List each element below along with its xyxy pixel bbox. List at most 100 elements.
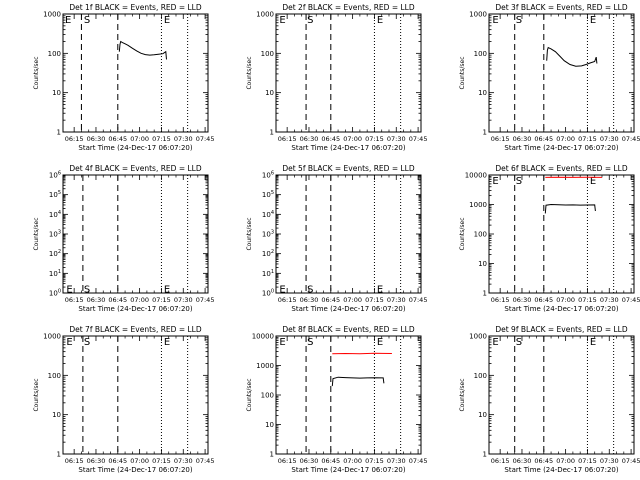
end-marker-label: E (377, 15, 383, 26)
x-tick-label: 07:00 (130, 296, 149, 304)
x-tick-label: 07:45 (409, 296, 428, 304)
end-marker-label: E (66, 337, 72, 348)
x-axis-label: Start Time (24-Dec-17 06:07:20) (78, 305, 192, 313)
x-tick-label: 07:30 (387, 135, 406, 143)
y-tick-label: 101 (262, 269, 274, 278)
y-tick-label: 104 (49, 210, 61, 219)
y-tick-label: 1000 (256, 11, 274, 19)
y-tick-label: 100 (49, 289, 61, 298)
x-tick-label: 06:30 (300, 135, 319, 143)
plot-frame (62, 174, 209, 294)
x-tick-label: 07:30 (387, 457, 406, 465)
x-tick-label: 07:45 (622, 135, 640, 143)
x-tick-label: 06:30 (300, 457, 319, 465)
panel-title: Det 4f BLACK = Events, RED = LLD (69, 164, 202, 173)
end-marker-label: E (279, 285, 285, 296)
x-tick-label: 07:30 (174, 296, 193, 304)
x-tick-label: 07:15 (365, 457, 384, 465)
start-marker-label: S (307, 337, 313, 348)
y-axis-label: Counts/sec (459, 56, 466, 89)
y-tick-label: 10 (265, 89, 274, 97)
y-tick-label: 10 (52, 411, 61, 419)
x-axis-label: Start Time (24-Dec-17 06:07:20) (291, 305, 405, 313)
x-tick-label: 06:45 (534, 135, 553, 143)
events-series-line (546, 46, 598, 67)
x-tick-label: 07:00 (343, 457, 362, 465)
start-marker-label: S (307, 285, 313, 296)
x-tick-label: 06:15 (491, 296, 510, 304)
end-marker-label: E (377, 285, 383, 296)
x-axis-label: Start Time (24-Dec-17 06:07:20) (291, 466, 405, 474)
x-tick-label: 06:15 (65, 135, 84, 143)
y-axis-label: Counts/sec (33, 378, 40, 411)
x-tick-label: 06:30 (513, 296, 532, 304)
end-marker-label: E (377, 337, 383, 348)
y-tick-label: 10 (478, 411, 487, 419)
start-marker-label: S (307, 15, 313, 26)
x-tick-label: 06:15 (278, 296, 297, 304)
y-tick-label: 1 (57, 451, 61, 459)
x-tick-label: 06:45 (321, 457, 340, 465)
x-tick-label: 06:45 (108, 296, 127, 304)
x-axis-label: Start Time (24-Dec-17 06:07:20) (504, 305, 618, 313)
x-tick-label: 07:00 (556, 296, 575, 304)
y-tick-label: 100 (48, 372, 61, 380)
events-series-line (118, 40, 167, 60)
y-tick-label: 102 (262, 249, 274, 258)
y-tick-label: 106 (262, 171, 274, 180)
x-tick-label: 06:45 (534, 457, 553, 465)
panel-5: Det 5f BLACK = Events, RED = LLD 100 101 10… (246, 164, 427, 313)
y-tick-label: 10000 (465, 172, 487, 180)
start-marker-label: S (516, 337, 522, 348)
panel-title: Det 5f BLACK = Events, RED = LLD (282, 164, 415, 173)
x-tick-label: 07:00 (343, 135, 362, 143)
x-tick-label: 07:00 (556, 457, 575, 465)
x-tick-label: 07:45 (409, 135, 428, 143)
end-marker-label: E (492, 15, 498, 26)
plot-frame (488, 335, 635, 455)
x-tick-label: 07:30 (174, 135, 193, 143)
end-marker-label: E (590, 337, 596, 348)
end-marker-label: E (590, 176, 596, 187)
end-marker-label: E (164, 15, 170, 26)
x-axis-label: Start Time (24-Dec-17 06:07:20) (291, 144, 405, 152)
x-tick-label: 07:45 (196, 296, 215, 304)
y-tick-label: 101 (49, 269, 61, 278)
y-tick-label: 100 (474, 50, 487, 58)
y-tick-label: 105 (262, 190, 274, 199)
plot-frame (488, 174, 635, 294)
panel-6: Det 6f BLACK = Events, RED = LLD 1 10 100 10… (459, 164, 640, 313)
lld-series-line (332, 352, 392, 355)
x-tick-label: 07:30 (600, 457, 619, 465)
x-tick-label: 07:15 (578, 135, 597, 143)
x-tick-label: 07:15 (365, 135, 384, 143)
panel-title: Det 7f BLACK = Events, RED = LLD (69, 325, 202, 334)
x-tick-label: 06:45 (321, 296, 340, 304)
y-tick-label: 10 (478, 260, 487, 268)
panel-title: Det 2f BLACK = Events, RED = LLD (282, 3, 415, 12)
panel-3: Det 3f BLACK = Events, RED = LLD 1 10 100 10… (459, 3, 640, 152)
y-tick-label: 100 (48, 50, 61, 58)
x-axis-label: Start Time (24-Dec-17 06:07:20) (504, 144, 618, 152)
y-tick-label: 1000 (43, 333, 61, 341)
x-tick-label: 06:45 (108, 135, 127, 143)
x-tick-label: 06:30 (87, 135, 106, 143)
y-tick-label: 1000 (43, 11, 61, 19)
x-tick-label: 06:15 (491, 135, 510, 143)
x-tick-label: 07:15 (152, 457, 171, 465)
panel-2: Det 2f BLACK = Events, RED = LLD 1 10 100 10… (246, 3, 427, 152)
x-tick-label: 06:15 (65, 457, 84, 465)
y-axis-label: Counts/sec (33, 217, 40, 250)
plot-frame (275, 174, 422, 294)
x-tick-label: 07:30 (174, 457, 193, 465)
x-axis-label: Start Time (24-Dec-17 06:07:20) (78, 466, 192, 474)
x-axis-label: Start Time (24-Dec-17 06:07:20) (78, 144, 192, 152)
y-tick-label: 103 (49, 230, 61, 239)
y-tick-label: 1 (483, 290, 487, 298)
panel-title: Det 9f BLACK = Events, RED = LLD (495, 325, 628, 334)
y-tick-label: 106 (49, 171, 61, 180)
y-tick-label: 1000 (256, 362, 274, 370)
plot-frame (62, 335, 209, 455)
y-tick-label: 1 (483, 129, 487, 137)
